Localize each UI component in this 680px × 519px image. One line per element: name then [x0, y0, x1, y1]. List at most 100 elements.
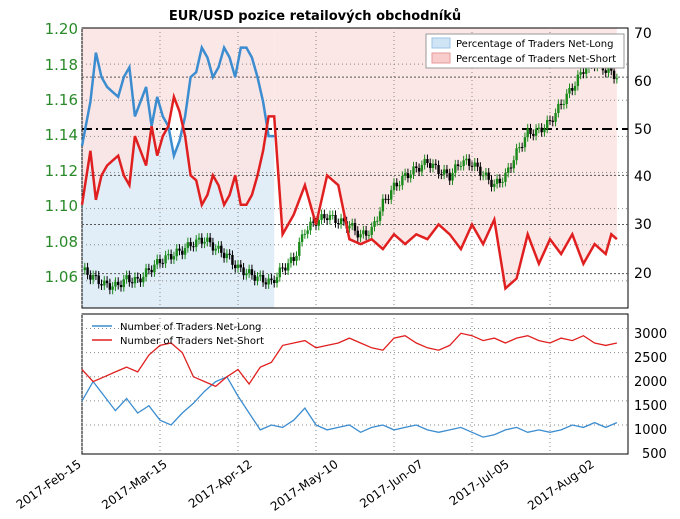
candle-body — [568, 88, 571, 94]
candle-body — [392, 182, 396, 191]
candle-body — [487, 172, 490, 180]
candle-body — [328, 215, 332, 221]
left-tick-label: 1.16 — [45, 91, 78, 109]
candle-body — [178, 248, 181, 251]
candle-body — [100, 284, 103, 286]
x-tick-label: 2017-Aug-02 — [525, 457, 597, 513]
lower-tick-label: 2500 — [634, 351, 667, 366]
candle-body — [565, 93, 568, 105]
candle-body — [181, 250, 184, 255]
left-tick-label: 1.18 — [45, 56, 78, 74]
candle-body — [186, 242, 190, 249]
lower-tick-label: 500 — [642, 447, 667, 462]
candle-body — [409, 174, 412, 179]
candle-body — [562, 104, 566, 106]
candle-body — [247, 269, 251, 274]
candle-body — [353, 223, 357, 231]
lower-tick-label: 1000 — [634, 423, 667, 438]
candle-body — [373, 221, 376, 227]
candle-body — [320, 214, 323, 220]
candle-body — [295, 255, 298, 261]
net-short-percent-line — [80, 92, 618, 291]
candle-body — [582, 72, 585, 74]
lower-panel: 3000 2500 2000 1500 1000 500 Number of T… — [81, 313, 667, 462]
net-long-percent-line — [80, 44, 275, 161]
candle-body — [378, 211, 382, 221]
candle-body — [236, 264, 240, 269]
left-tick-label: 1.14 — [45, 126, 78, 144]
candle-body — [300, 234, 304, 243]
candle-body — [261, 274, 265, 283]
right-tick-label: 20 — [634, 266, 652, 282]
upper-left-axis: 1.20 1.18 1.16 1.14 1.12 1.10 1.08 1.06 — [45, 20, 78, 286]
candle-body — [456, 164, 460, 167]
right-tick-label: 70 — [634, 26, 652, 42]
candle-body — [325, 218, 329, 221]
upper-right-axis: 70 60 50 40 30 20 — [634, 26, 652, 282]
x-axis: 2017-Feb-15 2017-Mar-15 2017-Apr-12 2017… — [14, 457, 597, 514]
candle-body — [615, 78, 619, 80]
candle-body — [362, 230, 365, 235]
candle-body — [156, 259, 159, 265]
left-tick-label: 1.08 — [45, 233, 78, 251]
candle-body — [86, 267, 89, 275]
left-tick-label: 1.12 — [45, 162, 78, 180]
candle-body — [206, 237, 209, 242]
left-tick-label: 1.06 — [45, 268, 78, 286]
candle-body — [390, 190, 393, 200]
candle-body — [108, 283, 112, 290]
candle-body — [576, 74, 580, 86]
candle-body — [559, 103, 563, 105]
candle-body — [501, 181, 504, 183]
candle-body — [484, 172, 488, 176]
candle-body — [557, 103, 560, 114]
candle-body — [323, 214, 326, 219]
candle-body — [537, 127, 541, 129]
candle-body — [476, 162, 479, 167]
candle-body — [364, 230, 368, 236]
candle-body — [351, 223, 354, 226]
candle-body — [270, 278, 273, 281]
upper-legend: Percentage of Traders Net-Long Percentag… — [425, 33, 625, 69]
candle-body — [161, 263, 164, 265]
candle-body — [264, 282, 268, 285]
candle-body — [250, 269, 254, 276]
candle-body — [128, 275, 131, 283]
candle-body — [431, 163, 435, 169]
lower-right-axis: 3000 2500 2000 1500 1000 500 — [634, 327, 667, 462]
candle-body — [253, 275, 256, 281]
candle-body — [440, 174, 443, 176]
candle-body — [376, 220, 379, 222]
candle-body — [573, 85, 577, 91]
candle-body — [208, 237, 212, 243]
candle-body — [604, 70, 607, 73]
candle-body — [342, 218, 346, 222]
candle-body — [423, 159, 426, 166]
candle-body — [122, 279, 125, 288]
candle-body — [231, 254, 234, 265]
candle-body — [370, 226, 373, 236]
candle-body — [470, 165, 474, 167]
candle-body — [94, 275, 98, 277]
candle-body — [153, 264, 156, 273]
candle-body — [83, 267, 86, 271]
legend-label-net-long-count: Number of Traders Net-Long — [120, 322, 261, 333]
net-long-count-line — [81, 375, 618, 438]
upper-panel: 1.20 1.18 1.16 1.14 1.12 1.10 1.08 1.06 … — [45, 20, 652, 309]
candle-body — [420, 165, 424, 172]
candle-body — [498, 178, 502, 183]
candle-body — [142, 276, 145, 283]
candle-body — [523, 137, 527, 148]
candle-body — [348, 225, 351, 229]
lower-legend: Number of Traders Net-Long Number of Tra… — [92, 322, 264, 347]
candle-body — [551, 120, 554, 122]
candle-body — [195, 239, 198, 248]
candle-body — [526, 128, 529, 138]
right-tick-label: 30 — [634, 217, 652, 233]
chart-title: EUR/USD pozice retailových obchodníků — [169, 9, 461, 24]
candle-body — [579, 72, 582, 75]
legend-label-net-short-count: Number of Traders Net-Short — [120, 336, 264, 347]
candle-body — [147, 268, 151, 270]
candle-body — [158, 259, 162, 264]
